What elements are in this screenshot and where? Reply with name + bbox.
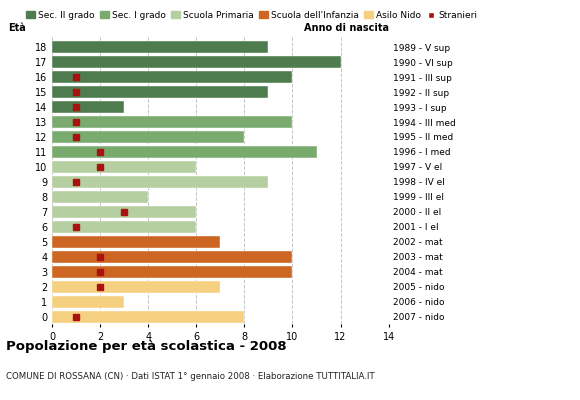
Bar bbox=[52, 206, 197, 218]
Bar bbox=[52, 281, 220, 292]
Legend: Sec. II grado, Sec. I grado, Scuola Primaria, Scuola dell'Infanzia, Asilo Nido, : Sec. II grado, Sec. I grado, Scuola Prim… bbox=[27, 11, 477, 20]
Bar bbox=[52, 131, 244, 143]
Bar bbox=[52, 266, 292, 278]
Bar bbox=[52, 161, 197, 173]
Bar bbox=[52, 310, 244, 322]
Bar bbox=[52, 71, 292, 83]
Bar bbox=[52, 86, 269, 98]
Text: Popolazione per età scolastica - 2008: Popolazione per età scolastica - 2008 bbox=[6, 340, 287, 353]
Bar bbox=[52, 101, 124, 113]
Bar bbox=[52, 296, 124, 308]
Bar bbox=[52, 116, 292, 128]
Bar bbox=[52, 236, 220, 248]
Bar bbox=[52, 221, 197, 233]
Bar bbox=[52, 251, 292, 263]
Bar bbox=[52, 146, 317, 158]
Bar bbox=[52, 176, 269, 188]
Text: Anno di nascita: Anno di nascita bbox=[303, 23, 389, 33]
Text: Età: Età bbox=[9, 23, 26, 33]
Bar bbox=[52, 56, 340, 68]
Bar bbox=[52, 191, 148, 203]
Bar bbox=[52, 41, 269, 53]
Text: COMUNE DI ROSSANA (CN) · Dati ISTAT 1° gennaio 2008 · Elaborazione TUTTITALIA.IT: COMUNE DI ROSSANA (CN) · Dati ISTAT 1° g… bbox=[6, 372, 375, 381]
